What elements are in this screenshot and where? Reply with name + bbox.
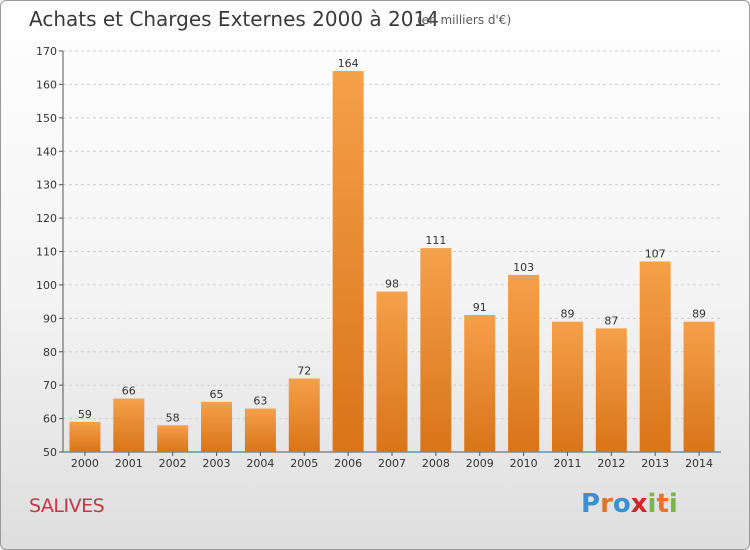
bar-2007 <box>376 291 408 452</box>
x-tick-label: 2009 <box>466 457 494 470</box>
y-tick-label: 170 <box>36 45 57 58</box>
data-label-2002: 58 <box>166 411 180 424</box>
y-tick-label: 150 <box>36 112 57 125</box>
y-tick-label: 70 <box>43 379 57 392</box>
bar-2013 <box>639 261 671 452</box>
data-label-2008: 111 <box>425 234 446 247</box>
data-label-2001: 66 <box>122 385 136 398</box>
bar-2004 <box>244 408 276 452</box>
logo-letter: r <box>600 489 613 519</box>
x-tick-label: 2012 <box>597 457 625 470</box>
logo-letter: x <box>630 489 648 519</box>
logo-letter: o <box>612 489 631 519</box>
y-tick-label: 120 <box>36 212 57 225</box>
y-tick-label: 60 <box>43 413 57 426</box>
place-name: SALIVES <box>29 495 105 517</box>
bar-2000 <box>69 421 101 452</box>
x-tick-label: 2010 <box>510 457 538 470</box>
y-tick-label: 80 <box>43 346 57 359</box>
data-label-2012: 87 <box>604 314 618 327</box>
y-tick-label: 160 <box>36 78 57 91</box>
data-label-2014: 89 <box>692 308 706 321</box>
data-label-2004: 63 <box>253 395 267 408</box>
y-tick-label: 90 <box>43 312 57 325</box>
x-tick-label: 2005 <box>290 457 318 470</box>
logo-letter: i <box>647 489 657 519</box>
x-tick-label: 2006 <box>334 457 362 470</box>
bar-2008 <box>420 248 452 452</box>
y-tick-label: 100 <box>36 279 57 292</box>
bar-2006 <box>332 71 364 453</box>
data-label-2005: 72 <box>297 364 311 377</box>
data-label-2009: 91 <box>473 301 487 314</box>
data-label-2013: 107 <box>645 248 666 261</box>
x-tick-label: 2000 <box>71 457 99 470</box>
bar-2001 <box>113 398 145 452</box>
x-tick-label: 2004 <box>246 457 274 470</box>
data-label-2007: 98 <box>385 278 399 291</box>
data-label-2003: 65 <box>210 388 224 401</box>
data-label-2000: 59 <box>78 408 92 421</box>
data-label-2006: 164 <box>338 57 359 70</box>
x-tick-label: 2011 <box>553 457 581 470</box>
chart-title: Achats et Charges Externes 2000 à 2014 <box>29 7 439 31</box>
logo-letter: P <box>581 489 601 519</box>
bar-2002 <box>157 425 189 452</box>
bar-2011 <box>551 321 583 452</box>
y-tick-label: 130 <box>36 179 57 192</box>
chart-subtitle: (en milliers d'€) <box>417 13 512 27</box>
y-tick-label: 50 <box>43 446 57 459</box>
bar-2003 <box>201 401 233 452</box>
logo-letter: t <box>656 489 669 519</box>
x-tick-label: 2013 <box>641 457 669 470</box>
x-tick-label: 2003 <box>203 457 231 470</box>
x-tick-label: 2002 <box>159 457 187 470</box>
bar-2012 <box>595 328 627 452</box>
x-tick-label: 2008 <box>422 457 450 470</box>
bar-2014 <box>683 321 715 452</box>
proxiti-logo: Proxiti <box>581 489 678 519</box>
bar-2010 <box>508 274 540 452</box>
x-tick-label: 2001 <box>115 457 143 470</box>
bar-2005 <box>288 378 320 452</box>
data-label-2010: 103 <box>513 261 534 274</box>
data-label-2011: 89 <box>560 308 574 321</box>
x-tick-label: 2007 <box>378 457 406 470</box>
y-tick-label: 110 <box>36 246 57 259</box>
logo-letter: i <box>668 489 678 519</box>
y-tick-label: 140 <box>36 145 57 158</box>
bar-2009 <box>464 314 496 452</box>
x-tick-label: 2014 <box>685 457 713 470</box>
